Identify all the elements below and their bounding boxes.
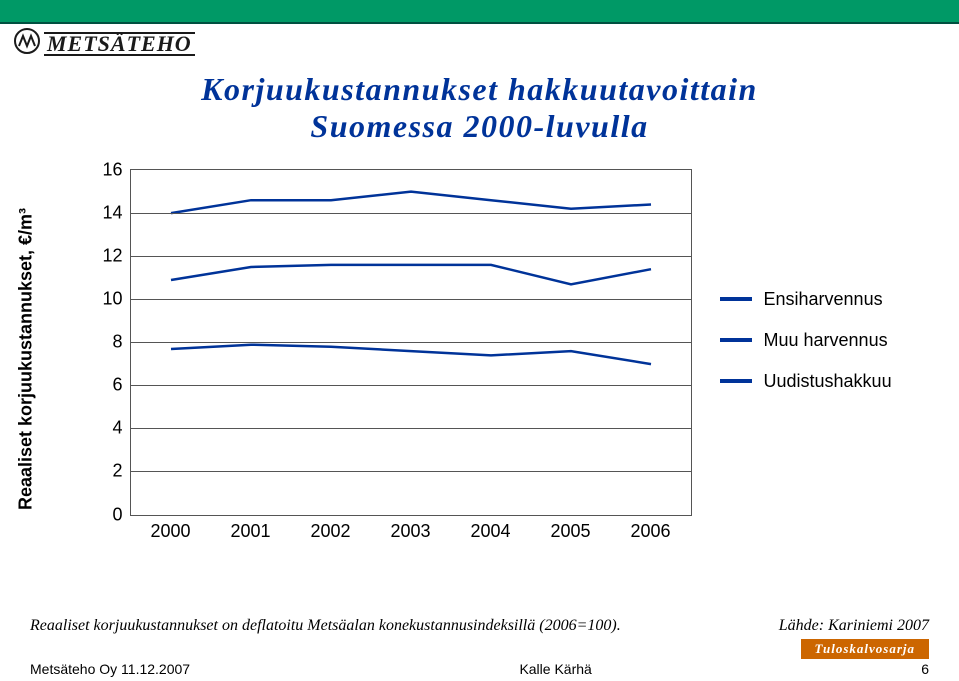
y-tick-label: 10 bbox=[102, 288, 122, 309]
x-tick-label: 2002 bbox=[310, 521, 350, 542]
gridline bbox=[131, 428, 691, 429]
gridline bbox=[131, 471, 691, 472]
logo: METSÄTEHO bbox=[0, 24, 959, 59]
ribbon: Tuloskalvosarja bbox=[801, 639, 929, 659]
legend-label: Uudistushakkuu bbox=[764, 371, 892, 392]
x-tick-label: 2003 bbox=[390, 521, 430, 542]
legend-item: Muu harvennus bbox=[720, 330, 892, 351]
y-tick-label: 14 bbox=[102, 202, 122, 223]
legend-label: Ensiharvennus bbox=[764, 289, 883, 310]
y-tick-label: 6 bbox=[112, 375, 122, 396]
series-line bbox=[171, 264, 651, 283]
y-tick-label: 16 bbox=[102, 159, 122, 180]
footer: Metsäteho Oy 11.12.2007 Kalle Kärhä 6 bbox=[0, 661, 959, 681]
plot-area: 0246810121416200020012002200320042005200… bbox=[130, 169, 692, 516]
x-tick-label: 2004 bbox=[470, 521, 510, 542]
legend-item: Uudistushakkuu bbox=[720, 371, 892, 392]
y-axis-label: Reaaliset korjuukustannukset, €/m³ bbox=[15, 208, 36, 510]
legend-swatch bbox=[720, 297, 752, 301]
footer-right: 6 bbox=[921, 661, 929, 677]
page-title: Korjuukustannukset hakkuutavoittain Suom… bbox=[0, 59, 959, 151]
footnote: Reaaliset korjuukustannukset on deflatoi… bbox=[30, 617, 621, 635]
series-line bbox=[171, 344, 651, 363]
y-tick-label: 12 bbox=[102, 245, 122, 266]
logo-text: METSÄTEHO bbox=[44, 32, 195, 56]
y-tick-label: 4 bbox=[112, 418, 122, 439]
x-tick-label: 2006 bbox=[630, 521, 670, 542]
title-line-1: Korjuukustannukset hakkuutavoittain bbox=[20, 71, 939, 108]
footer-center: Kalle Kärhä bbox=[519, 661, 591, 677]
y-tick-label: 2 bbox=[112, 461, 122, 482]
title-line-2: Suomessa 2000-luvulla bbox=[20, 108, 939, 145]
y-tick-label: 8 bbox=[112, 332, 122, 353]
legend-label: Muu harvennus bbox=[764, 330, 888, 351]
x-tick-label: 2005 bbox=[550, 521, 590, 542]
chart: Reaaliset korjuukustannukset, €/m³ 02468… bbox=[40, 159, 920, 559]
source-text: Lähde: Kariniemi 2007 bbox=[779, 617, 929, 635]
legend-swatch bbox=[720, 379, 752, 383]
gridline bbox=[131, 342, 691, 343]
x-tick-label: 2000 bbox=[150, 521, 190, 542]
legend-item: Ensiharvennus bbox=[720, 289, 892, 310]
logo-icon bbox=[14, 28, 40, 59]
gridline bbox=[131, 385, 691, 386]
gridline bbox=[131, 299, 691, 300]
legend-swatch bbox=[720, 338, 752, 342]
legend: Ensiharvennus Muu harvennus Uudistushakkuu bbox=[720, 289, 892, 412]
gridline bbox=[131, 256, 691, 257]
y-tick-label: 0 bbox=[112, 504, 122, 525]
x-tick-label: 2001 bbox=[230, 521, 270, 542]
series-line bbox=[171, 191, 651, 213]
footer-left: Metsäteho Oy 11.12.2007 bbox=[30, 661, 190, 677]
top-bar bbox=[0, 0, 959, 24]
gridline bbox=[131, 213, 691, 214]
